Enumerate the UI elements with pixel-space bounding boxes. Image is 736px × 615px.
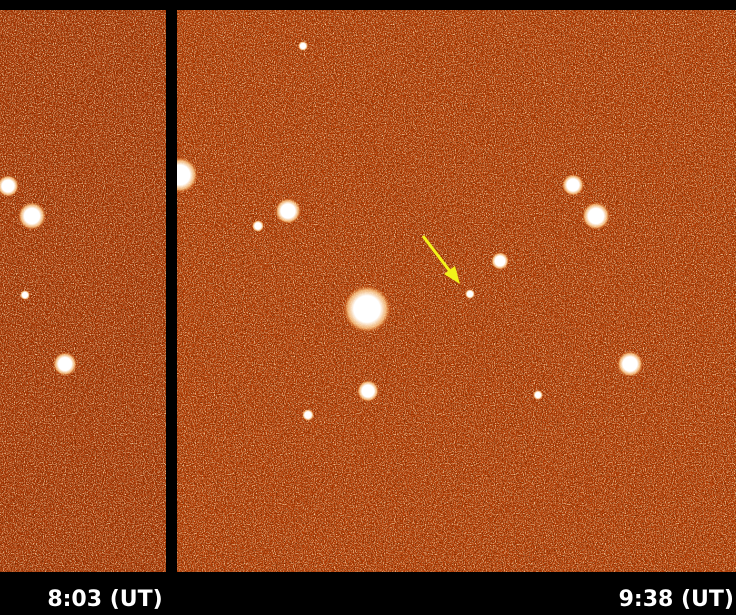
asteroid [465, 289, 475, 299]
star [357, 380, 379, 402]
star [582, 202, 610, 230]
star [533, 390, 543, 400]
image-comparison: 8:03 (UT) 9:38 (UT) [0, 0, 736, 615]
left-panel [0, 10, 166, 572]
time-label: 8:03 (UT) [47, 587, 162, 612]
right-panel [162, 10, 736, 572]
time-label: 9:38 (UT) [619, 587, 734, 612]
star [53, 352, 77, 376]
star [275, 198, 301, 224]
star [302, 409, 314, 421]
star [562, 174, 584, 196]
noise-bright [177, 10, 736, 572]
star [20, 290, 30, 300]
star [298, 41, 308, 51]
page: 8:03 (UT) 9:38 (UT) (() => { const data … [0, 0, 736, 615]
star [617, 351, 643, 377]
star [18, 202, 46, 230]
star [343, 285, 391, 333]
star [491, 252, 509, 270]
star [252, 220, 264, 232]
